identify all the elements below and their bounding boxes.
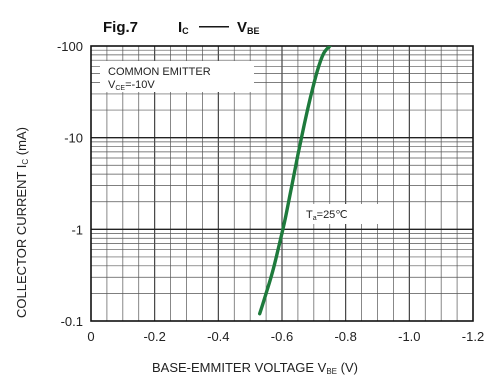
title-voltage-symbol: VBE (237, 19, 260, 36)
x-tick-labels: 0 -0.2 -0.4 -0.6 -0.8 -1.0 -1.2 (87, 329, 484, 344)
x-tick-label: 0 (87, 329, 94, 344)
annotation-common-emitter: COMMON EMITTER (108, 66, 211, 78)
x-tick-label: -0.4 (207, 329, 229, 344)
temperature-label-background (300, 204, 382, 224)
series-line-ic-vbe (258, 46, 332, 316)
legend-box-background (100, 61, 254, 92)
x-tick-label: -1.2 (462, 329, 484, 344)
y-tick-label: -100 (57, 39, 83, 54)
plot-frame (90, 45, 474, 322)
figure-label: Fig.7 (103, 19, 138, 36)
title-current-symbol: IC (178, 19, 189, 36)
x-tick-label: -0.8 (334, 329, 356, 344)
annotation-temperature: Ta=25℃ (306, 209, 348, 222)
annotation-vce: VCE=-10V (108, 79, 155, 92)
x-tick-label: -1.0 (398, 329, 420, 344)
y-tick-label: -0.1 (61, 314, 83, 329)
y-tick-label: -10 (64, 131, 83, 146)
y-tick-labels: -0.1 -1 -10 -100 (57, 39, 83, 329)
x-axis-label: BASE-EMMITER VOLTAGE VBE (V) (152, 360, 358, 376)
y-tick-label: -1 (71, 222, 83, 237)
title-dash: —— (199, 18, 229, 35)
x-tick-label: -0.2 (143, 329, 165, 344)
y-axis-label: COLLECTOR CURRENT IC (mA) (14, 127, 30, 318)
x-tick-label: -0.6 (271, 329, 293, 344)
series-layer (258, 46, 332, 316)
